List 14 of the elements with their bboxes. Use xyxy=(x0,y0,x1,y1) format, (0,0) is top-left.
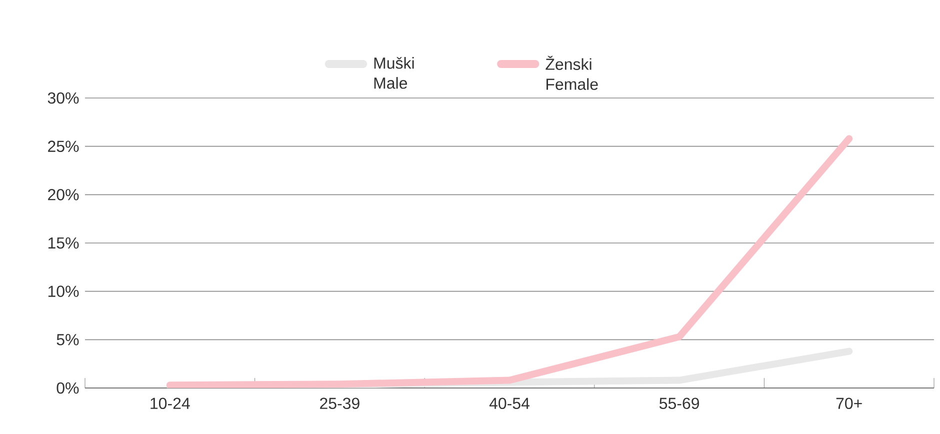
y-tick-label: 25% xyxy=(48,140,79,152)
y-tick-label: 20% xyxy=(48,189,79,200)
x-tick-label: 55-69 xyxy=(659,398,699,410)
legend-label: Ženski Female xyxy=(546,56,598,90)
x-tick-label: 40-54 xyxy=(489,398,530,410)
x-tick-label: 25-39 xyxy=(320,398,360,410)
y-tick-label: 15% xyxy=(48,237,79,249)
x-tick-label: 70+ xyxy=(836,398,862,410)
y-tick-label: 10% xyxy=(48,286,79,297)
y-tick-label: 30% xyxy=(48,92,79,104)
y-tick-label: 5% xyxy=(56,334,79,346)
legend-label: Muški Male xyxy=(374,57,414,89)
y-tick-label: 0% xyxy=(56,382,79,394)
x-tick-label: 10-24 xyxy=(150,398,190,410)
